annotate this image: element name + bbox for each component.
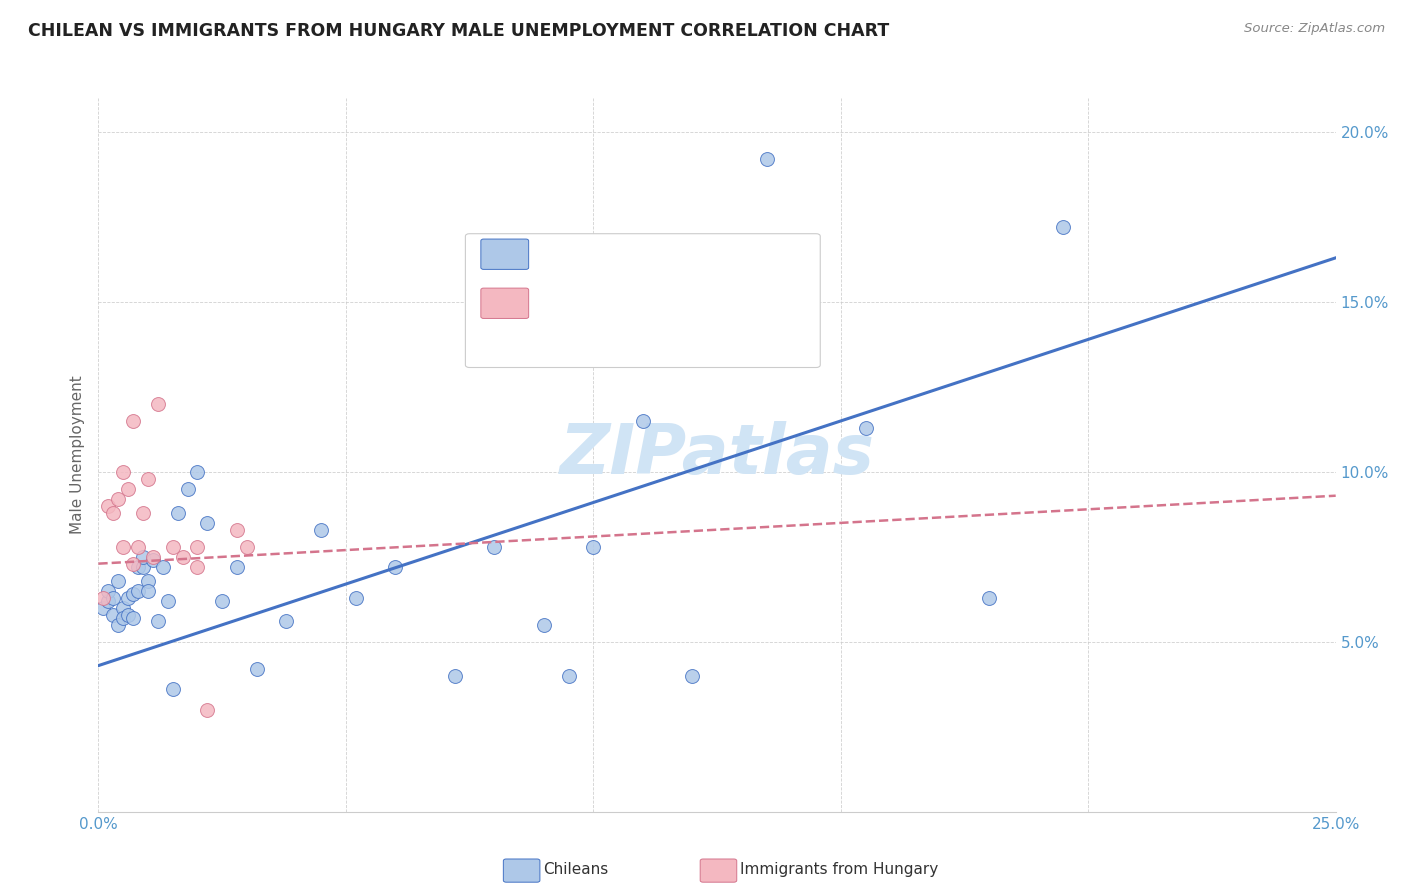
Point <box>309 523 332 537</box>
Point <box>97 499 120 513</box>
Point <box>186 560 208 574</box>
Point <box>631 414 654 428</box>
Point <box>93 600 115 615</box>
Text: R =: R = <box>537 296 572 310</box>
Text: ZIPatlas: ZIPatlas <box>560 421 875 489</box>
Point <box>132 506 155 520</box>
Point <box>103 591 125 605</box>
Point <box>103 607 125 622</box>
Point <box>97 583 120 598</box>
Point <box>142 549 165 564</box>
Point <box>136 583 159 598</box>
Point <box>107 574 129 588</box>
Point <box>276 615 298 629</box>
Text: 0.078: 0.078 <box>579 296 630 310</box>
Point <box>127 560 149 574</box>
Point <box>122 557 145 571</box>
Text: N =: N = <box>633 247 669 261</box>
Point <box>117 591 139 605</box>
Point <box>533 617 555 632</box>
Point <box>122 414 145 428</box>
Point <box>557 669 579 683</box>
Point <box>97 594 120 608</box>
Point <box>186 540 208 554</box>
Point <box>146 397 169 411</box>
Point <box>186 465 208 479</box>
Point <box>136 574 159 588</box>
Point <box>162 540 184 554</box>
Point <box>112 600 135 615</box>
Text: 0.661: 0.661 <box>579 247 630 261</box>
Text: N =: N = <box>633 296 669 310</box>
Point <box>246 662 269 676</box>
Text: 46: 46 <box>675 247 697 261</box>
Point <box>112 540 135 554</box>
Text: Source: ZipAtlas.com: Source: ZipAtlas.com <box>1244 22 1385 36</box>
Point <box>443 669 465 683</box>
Point <box>117 607 139 622</box>
Point <box>107 617 129 632</box>
Point <box>979 591 1001 605</box>
Point <box>156 594 179 608</box>
Point <box>226 523 249 537</box>
Text: Chileans: Chileans <box>543 863 607 877</box>
Point <box>112 465 135 479</box>
Point <box>152 560 174 574</box>
Text: 21: 21 <box>675 296 697 310</box>
Point <box>112 611 135 625</box>
Point <box>236 540 259 554</box>
Point <box>122 611 145 625</box>
Point <box>226 560 249 574</box>
Point <box>195 516 218 530</box>
Point <box>127 540 149 554</box>
Point <box>117 482 139 496</box>
Point <box>146 615 169 629</box>
Text: R =: R = <box>537 247 572 261</box>
Point <box>132 560 155 574</box>
Text: Immigrants from Hungary: Immigrants from Hungary <box>740 863 938 877</box>
Point <box>166 506 188 520</box>
Point <box>142 553 165 567</box>
Point <box>384 560 406 574</box>
Point <box>103 506 125 520</box>
Point <box>136 472 159 486</box>
Point <box>855 421 877 435</box>
Point <box>582 540 605 554</box>
Text: CHILEAN VS IMMIGRANTS FROM HUNGARY MALE UNEMPLOYMENT CORRELATION CHART: CHILEAN VS IMMIGRANTS FROM HUNGARY MALE … <box>28 22 890 40</box>
Point <box>176 482 198 496</box>
Point <box>172 549 194 564</box>
Point <box>344 591 367 605</box>
Point <box>211 594 233 608</box>
Point <box>127 583 149 598</box>
Point <box>1052 220 1074 235</box>
Point <box>681 669 703 683</box>
Point <box>195 703 218 717</box>
Point <box>93 591 115 605</box>
Point <box>484 540 506 554</box>
Y-axis label: Male Unemployment: Male Unemployment <box>69 376 84 534</box>
Point <box>122 587 145 601</box>
Point <box>755 153 778 167</box>
Point <box>162 682 184 697</box>
Point <box>132 549 155 564</box>
Point <box>107 492 129 507</box>
